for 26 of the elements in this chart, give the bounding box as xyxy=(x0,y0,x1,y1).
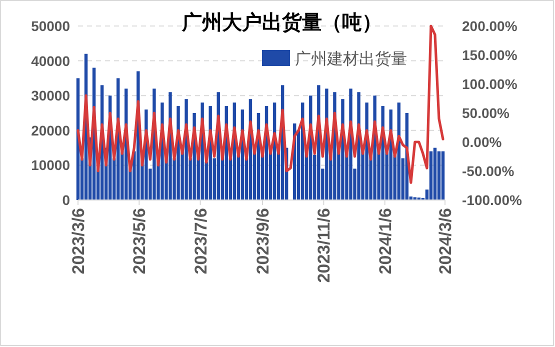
bar xyxy=(441,151,445,200)
x-tick-label: 2023/5/6 xyxy=(130,208,150,274)
bar xyxy=(429,151,433,200)
bar xyxy=(437,151,441,200)
y-tick-label: 0 xyxy=(62,192,70,208)
y-tick-label: 10000 xyxy=(31,157,70,174)
y-tick-label: 20000 xyxy=(31,122,70,138)
y2-tick-label: 0.00% xyxy=(462,134,502,150)
y2-tick-label: 100.00% xyxy=(462,76,518,92)
y2-tick-label: -100.00% xyxy=(462,192,522,208)
chart-title: 广州大户出货量（吨） xyxy=(181,11,382,34)
x-tick-label: 2023/7/6 xyxy=(191,208,210,274)
x-tick-label: 2023/3/6 xyxy=(69,208,88,274)
x-tick-label: 2023/9/6 xyxy=(254,208,273,274)
legend-label: 广州建材出货量 xyxy=(295,50,407,68)
y-tick-label: 30000 xyxy=(31,88,70,104)
x-tick-label: 2024/1/6 xyxy=(376,208,395,274)
y2-tick-label: 150.00% xyxy=(462,47,518,63)
y2-tick-label: 200.00% xyxy=(462,18,518,34)
y2-tick-label: 50.00% xyxy=(462,105,510,121)
x-tick-label: 2023/11/6 xyxy=(314,208,334,283)
bar xyxy=(433,148,437,200)
y-tick-label: 40000 xyxy=(31,52,70,69)
y-tick-label: 50000 xyxy=(31,18,70,34)
y2-tick-label: -50.00% xyxy=(462,163,515,179)
x-tick-label: 2024/3/6 xyxy=(436,208,455,274)
